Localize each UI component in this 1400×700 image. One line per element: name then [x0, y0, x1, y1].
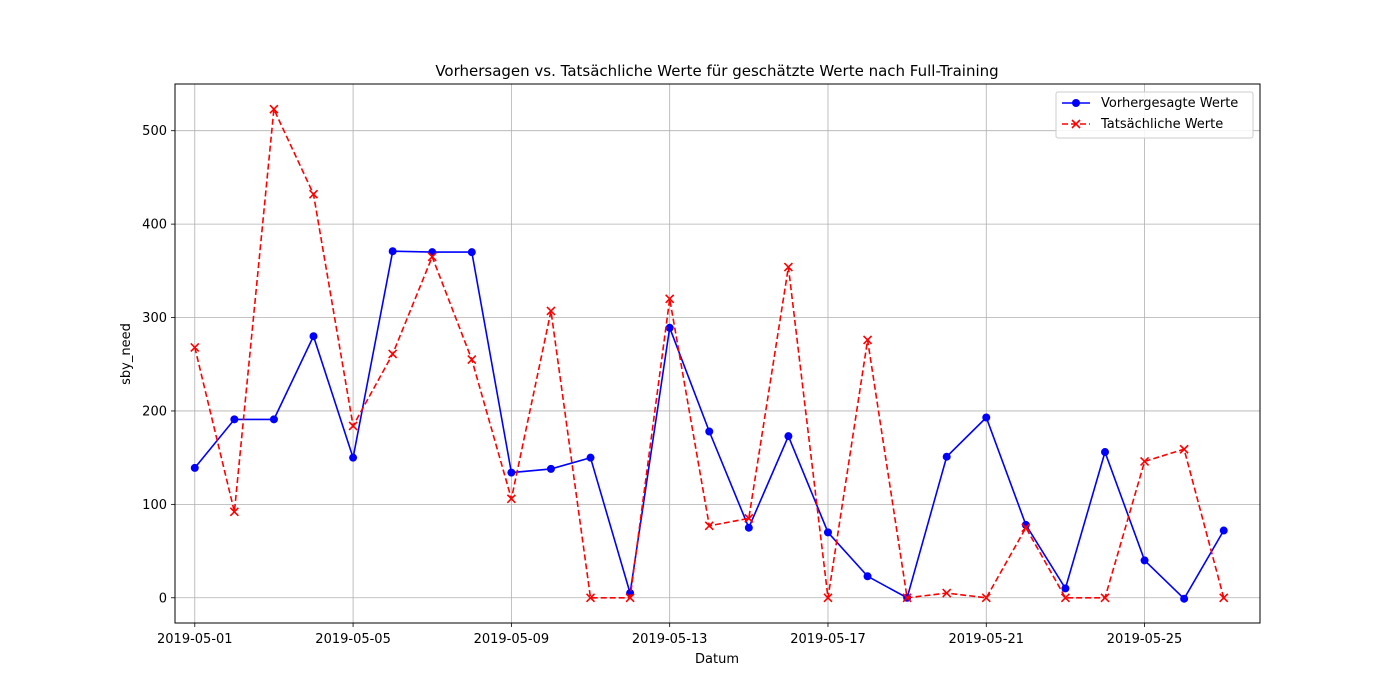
data-point: [982, 413, 991, 422]
data-point: [585, 593, 596, 603]
data-point: [467, 248, 476, 257]
data-point: [942, 588, 952, 598]
data-point: [783, 262, 793, 272]
plot-frame: [174, 83, 1261, 624]
data-point: [506, 494, 516, 504]
data-point: [705, 427, 714, 436]
data-point: [1021, 520, 1030, 529]
data-point: [388, 247, 397, 256]
data-point: [190, 463, 199, 472]
data-point: [1219, 526, 1228, 535]
data-point: [863, 572, 872, 581]
data-point: [349, 453, 358, 462]
y-tick-label: 300: [142, 311, 167, 326]
data-point: [308, 189, 319, 199]
data-point: [467, 355, 477, 365]
x-tick-label: 2019-05-05: [315, 632, 391, 647]
data-point: [902, 593, 912, 603]
y-tick-label: 400: [142, 218, 167, 233]
legend-box: [1055, 91, 1254, 139]
data-point: [981, 593, 991, 603]
data-point: [546, 306, 556, 316]
data-point: [744, 513, 754, 523]
data-point: [190, 342, 200, 352]
data-point: [823, 528, 832, 537]
data-point: [1060, 593, 1070, 603]
data-point: [507, 468, 516, 477]
data-point: [1140, 456, 1150, 466]
data-point: [665, 294, 675, 304]
series-layer: [190, 104, 1229, 603]
chart-title: Vorhersagen vs. Tatsächliche Werte für g…: [435, 62, 998, 80]
data-point: [1140, 556, 1149, 565]
legend-label-actual: Tatsächliche Werte: [1100, 117, 1223, 132]
x-tick-label: 2019-05-09: [474, 632, 550, 647]
data-point: [1179, 444, 1189, 454]
data-point: [1219, 593, 1229, 603]
x-tick-label: 2019-05-13: [632, 632, 708, 647]
series-1: [190, 104, 1229, 603]
series-line: [194, 106, 1225, 599]
y-tick-label: 100: [142, 498, 167, 513]
legend-marker-actual: [1071, 119, 1081, 129]
data-point: [546, 464, 555, 473]
data-point: [1101, 448, 1109, 457]
y-axis: 0 100 200 300 400 500: [142, 124, 175, 606]
x-tick-label: 2019-05-01: [157, 632, 233, 647]
data-point: [309, 332, 318, 341]
data-point: [269, 104, 279, 114]
legend-label-predicted: Vorhergesagte Werte: [1101, 96, 1238, 111]
data-point: [744, 523, 753, 532]
data-point: [229, 507, 239, 517]
data-point: [230, 415, 239, 424]
data-point: [1100, 593, 1110, 603]
legend: Vorhergesagte Werte Tatsächliche Werte: [1055, 91, 1254, 139]
x-tick-label: 2019-05-25: [1107, 632, 1183, 647]
data-point: [862, 335, 873, 345]
x-tick-label: 2019-05-17: [790, 632, 866, 647]
data-point: [704, 521, 714, 531]
grid: [175, 84, 1260, 623]
x-axis-label: Datum: [695, 652, 739, 667]
data-point: [625, 593, 635, 603]
y-tick-label: 500: [142, 124, 167, 139]
series-0: [190, 247, 1228, 603]
data-point: [1061, 584, 1070, 593]
data-point: [427, 252, 437, 262]
series-line: [194, 250, 1225, 600]
data-point: [388, 349, 398, 359]
data-point: [784, 432, 793, 441]
data-point: [1021, 523, 1031, 533]
y-axis-label: sby_need: [119, 323, 134, 385]
data-point: [586, 453, 595, 462]
data-point: [942, 452, 951, 461]
x-axis: 2019-05-01 2019-05-05 2019-05-09 2019-05-13…: [157, 623, 1182, 647]
y-tick-label: 0: [159, 591, 167, 606]
data-point: [348, 421, 358, 431]
legend-marker-predicted: [1072, 99, 1080, 107]
y-tick-label: 200: [142, 404, 167, 419]
data-point: [823, 593, 833, 603]
data-point: [269, 415, 278, 424]
data-point: [665, 323, 674, 332]
x-tick-label: 2019-05-21: [948, 632, 1024, 647]
data-point: [1180, 594, 1189, 603]
